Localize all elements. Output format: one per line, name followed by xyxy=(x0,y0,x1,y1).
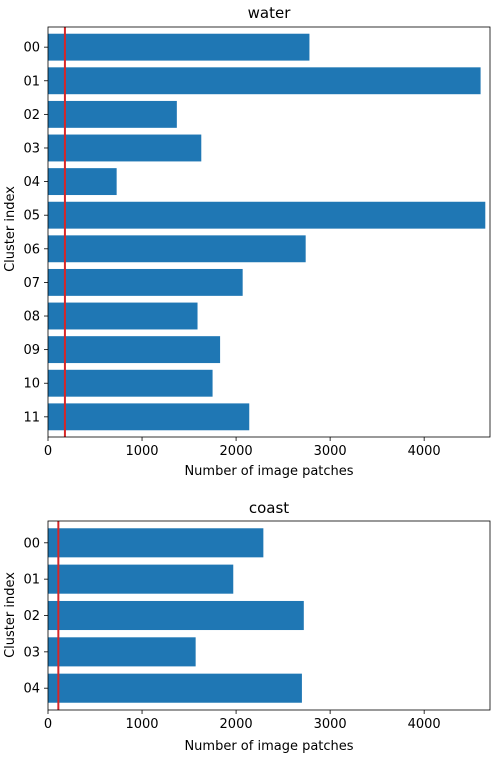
plot-frame-coast xyxy=(47,520,491,711)
bar-04 xyxy=(48,168,117,196)
y-tick-label: 03 xyxy=(23,645,40,660)
x-tick-label: 0 xyxy=(44,444,52,459)
chart-water: water 00 01 02 03 04 05 06 07 08 09 10 11 0 1000 2000… xyxy=(3,4,491,479)
bar-00 xyxy=(48,528,264,558)
y-tick-label: 00 xyxy=(23,41,40,56)
x-axis-label-water: Number of image patches xyxy=(184,464,353,479)
chart-title-coast: coast xyxy=(249,499,289,517)
x-ticks-water: 0 1000 2000 3000 4000 xyxy=(44,437,441,459)
x-tick-label: 4000 xyxy=(408,444,441,459)
bar-10 xyxy=(48,369,213,397)
y-tick-label: 02 xyxy=(23,609,40,624)
bar-02 xyxy=(48,600,304,631)
bar-01 xyxy=(48,564,234,594)
y-tick-label: 04 xyxy=(23,682,40,697)
x-tick-label: 3000 xyxy=(314,444,347,459)
x-tick-label: 4000 xyxy=(408,717,441,732)
y-ticks-coast: 00 01 02 03 04 xyxy=(23,536,48,697)
chart-title-water: water xyxy=(248,4,292,22)
x-tick-label: 2000 xyxy=(220,444,253,459)
x-tick-label: 3000 xyxy=(314,717,347,732)
y-tick-label: 05 xyxy=(23,209,40,224)
x-tick-label: 2000 xyxy=(220,717,253,732)
y-tick-label: 04 xyxy=(23,175,40,190)
bar-06 xyxy=(48,235,306,263)
x-tick-label: 1000 xyxy=(125,444,158,459)
bar-09 xyxy=(48,336,221,364)
bar-04 xyxy=(48,673,302,703)
y-ticks-water: 00 01 02 03 04 05 06 07 08 09 10 11 xyxy=(23,41,48,425)
bar-03 xyxy=(48,134,202,162)
bar-03 xyxy=(48,637,196,667)
bar-02 xyxy=(48,100,177,128)
x-tick-label: 0 xyxy=(44,717,52,732)
y-tick-label: 02 xyxy=(23,108,40,123)
bar-00 xyxy=(48,33,310,61)
bar-01 xyxy=(48,67,481,95)
bars-coast xyxy=(48,528,304,703)
y-axis-label-coast: Cluster index xyxy=(3,572,18,658)
y-tick-label: 01 xyxy=(23,74,40,89)
bar-11 xyxy=(48,403,250,431)
y-tick-label: 03 xyxy=(23,141,40,156)
plot-frame-water xyxy=(47,26,491,438)
y-tick-label: 06 xyxy=(23,242,40,257)
y-tick-label: 08 xyxy=(23,310,40,325)
y-tick-label: 01 xyxy=(23,573,40,588)
x-ticks-coast: 0 1000 2000 3000 4000 xyxy=(44,710,441,732)
y-tick-label: 00 xyxy=(23,536,40,551)
y-tick-label: 11 xyxy=(23,410,40,425)
x-tick-label: 1000 xyxy=(125,717,158,732)
bar-05 xyxy=(48,201,486,229)
x-axis-label-coast: Number of image patches xyxy=(184,739,353,754)
y-tick-label: 09 xyxy=(23,343,40,358)
chart-coast: coast 00 01 02 03 04 0 1000 2000 3000 4000 Numbe… xyxy=(3,499,491,754)
y-tick-label: 10 xyxy=(23,377,40,392)
bar-08 xyxy=(48,302,198,330)
y-axis-label-water: Cluster index xyxy=(3,186,18,272)
bar-07 xyxy=(48,268,243,296)
bars-water xyxy=(48,33,486,431)
y-tick-label: 07 xyxy=(23,276,40,291)
